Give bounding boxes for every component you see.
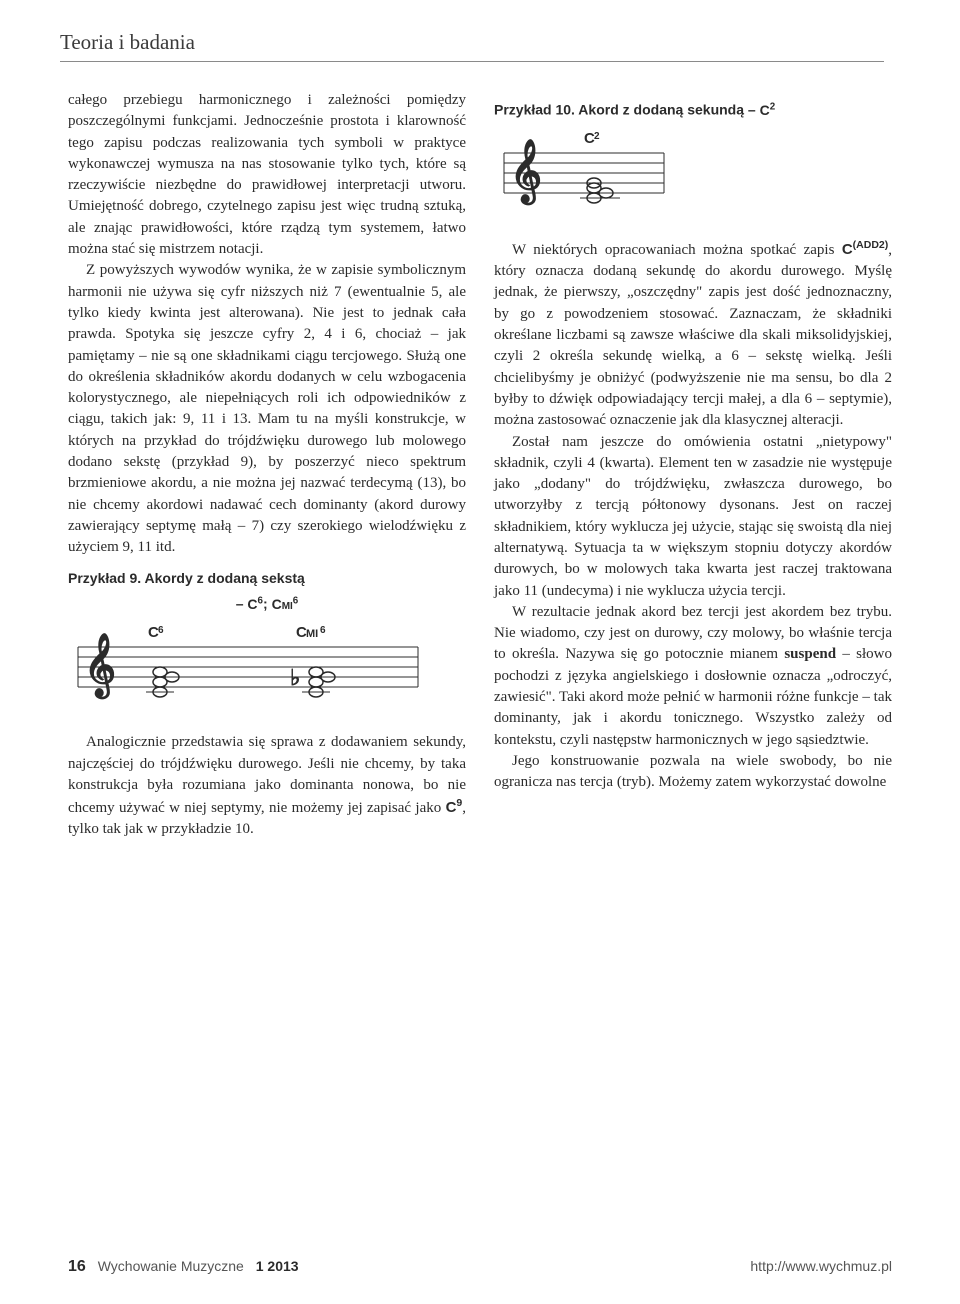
svg-text:2: 2: [594, 131, 600, 142]
paragraph: Z powyższych wywodów wynika, że w zapisi…: [68, 260, 466, 558]
footer-url: http://www.wychmuz.pl: [750, 1258, 892, 1276]
paragraph: Jego konstruowanie pozwala na wiele swob…: [494, 751, 892, 794]
notation-example-9: 𝄞 C 6 C MI 6 ♭: [68, 621, 466, 718]
right-column: Przykład 10. Akord z dodaną sekundą – C2…: [494, 90, 892, 841]
issue-info: 1 2013: [256, 1258, 299, 1274]
chord-symbol: C9: [446, 799, 463, 816]
svg-text:♭: ♭: [290, 665, 300, 690]
chord-symbol: C(ADD2): [842, 241, 888, 258]
svg-text:𝄞: 𝄞: [84, 634, 116, 700]
svg-text:6: 6: [158, 625, 164, 636]
notation-example-10: 𝄞 C 2: [494, 127, 892, 224]
svg-text:𝄞: 𝄞: [510, 140, 542, 206]
example-9-label: Przykład 9. Akordy z dodaną sekstą: [68, 569, 466, 589]
svg-text:6: 6: [320, 625, 326, 636]
page-number: 16: [68, 1258, 86, 1275]
header-rule: [60, 61, 884, 62]
two-column-content: całego przebiegu harmonicznego i zależno…: [68, 90, 892, 841]
left-column: całego przebiegu harmonicznego i zależno…: [68, 90, 466, 841]
page-footer: 16 Wychowanie Muzyczne 1 2013 http://www…: [68, 1258, 892, 1276]
journal-name: Wychowanie Muzyczne: [98, 1258, 244, 1274]
paragraph: W rezultacie jednak akord bez tercji jes…: [494, 602, 892, 751]
example-9-sublabel: – C6; Cmi6: [68, 594, 466, 615]
svg-text:MI: MI: [306, 628, 318, 640]
paragraph: W niektórych opracowaniach można spotkać…: [494, 238, 892, 432]
section-title: Teoria i badania: [60, 30, 892, 55]
paragraph: Został nam jeszcze do omówienia ostatni …: [494, 432, 892, 602]
example-10-label: Przykład 10. Akord z dodaną sekundą – C2: [494, 100, 892, 121]
suspend-term: suspend: [784, 646, 836, 662]
paragraph: Analogicznie przedstawia się sprawa z do…: [68, 732, 466, 840]
paragraph: całego przebiegu harmonicznego i zależno…: [68, 90, 466, 260]
footer-left: 16 Wychowanie Muzyczne 1 2013: [68, 1258, 299, 1276]
page-header: Teoria i badania: [68, 30, 892, 62]
